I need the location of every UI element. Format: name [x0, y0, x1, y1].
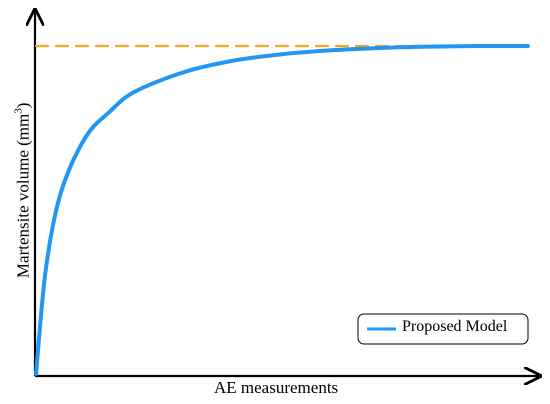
y-axis-label-text: Martensite volume (mm — [13, 113, 33, 279]
legend-box — [357, 313, 529, 345]
series-layer — [34, 43, 530, 376]
x-axis-label-text: AE measurements — [214, 378, 339, 397]
y-axis-label-close: ) — [13, 102, 33, 109]
legend — [357, 313, 529, 345]
y-axis-label: Martensite volume (mm3) — [13, 90, 34, 290]
legend-label-proposed-model: Proposed Model — [402, 318, 508, 335]
x-axis-label: AE measurements — [214, 378, 338, 398]
y-axis-label-superscript: 3 — [12, 108, 25, 114]
series-line-proposed-model — [34, 43, 530, 376]
